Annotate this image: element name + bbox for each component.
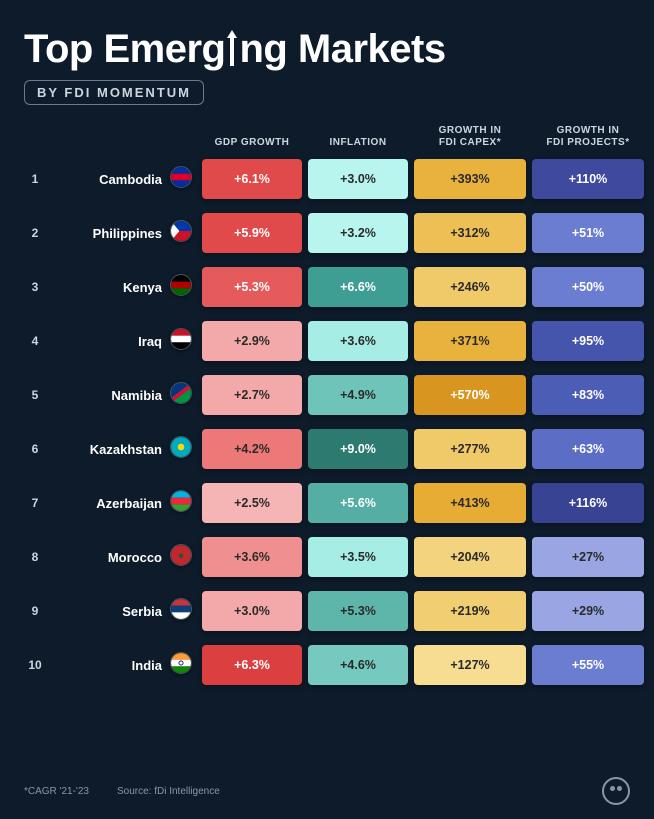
capex-cell: +570% — [414, 375, 526, 415]
inflation-cell: +3.5% — [308, 537, 408, 577]
rank: 2 — [24, 226, 46, 240]
flag-icon — [170, 652, 196, 679]
projects-cell: +63% — [532, 429, 644, 469]
projects-cell: +95% — [532, 321, 644, 361]
capex-cell: +127% — [414, 645, 526, 685]
country-name: Kazakhstan — [52, 442, 164, 457]
flag-icon — [170, 166, 196, 193]
projects-cell: +50% — [532, 267, 644, 307]
col-inflation: INFLATION — [308, 137, 408, 149]
table-row: 4Iraq+2.9%+3.6%+371%+95% — [24, 321, 630, 361]
rank: 5 — [24, 388, 46, 402]
capex-cell: +204% — [414, 537, 526, 577]
country-name: Namibia — [52, 388, 164, 403]
col-gdp: GDP GROWTH — [202, 137, 302, 149]
table-body: 1Cambodia+6.1%+3.0%+393%+110%2Philippine… — [24, 159, 630, 685]
projects-cell: +110% — [532, 159, 644, 199]
gdp-cell: +4.2% — [202, 429, 302, 469]
footer: *CAGR '21-'23 Source: fDi Intelligence — [24, 777, 630, 805]
inflation-cell: +9.0% — [308, 429, 408, 469]
gdp-cell: +5.3% — [202, 267, 302, 307]
gdp-cell: +3.6% — [202, 537, 302, 577]
col-capex: GROWTH IN FDI CAPEX* — [414, 125, 526, 149]
svg-text:★: ★ — [177, 550, 184, 560]
gdp-cell: +2.7% — [202, 375, 302, 415]
inflation-cell: +5.3% — [308, 591, 408, 631]
flag-icon — [170, 220, 196, 247]
flag-icon — [170, 328, 196, 355]
flag-icon: ★ — [170, 544, 196, 571]
gdp-cell: +2.9% — [202, 321, 302, 361]
source: Source: fDi Intelligence — [117, 786, 220, 797]
gdp-cell: +2.5% — [202, 483, 302, 523]
inflation-cell: +6.6% — [308, 267, 408, 307]
capex-cell: +371% — [414, 321, 526, 361]
flag-icon — [170, 436, 196, 463]
rank: 4 — [24, 334, 46, 348]
table-row: 8Morocco★+3.6%+3.5%+204%+27% — [24, 537, 630, 577]
projects-cell: +51% — [532, 213, 644, 253]
column-headers: GDP GROWTH INFLATION GROWTH IN FDI CAPEX… — [24, 125, 630, 149]
projects-cell: +29% — [532, 591, 644, 631]
footnote: *CAGR '21-'23 — [24, 786, 89, 797]
subtitle-pill: BY FDI MOMENTUM — [24, 80, 204, 105]
title-pre: Top Emerg — [24, 27, 225, 71]
table-row: 3Kenya+5.3%+6.6%+246%+50% — [24, 267, 630, 307]
inflation-cell: +3.6% — [308, 321, 408, 361]
capex-cell: +219% — [414, 591, 526, 631]
flag-icon — [170, 598, 196, 625]
inflation-cell: +3.2% — [308, 213, 408, 253]
capex-cell: +312% — [414, 213, 526, 253]
capex-cell: +246% — [414, 267, 526, 307]
table-row: 6Kazakhstan+4.2%+9.0%+277%+63% — [24, 429, 630, 469]
table-row: 10India+6.3%+4.6%+127%+55% — [24, 645, 630, 685]
arrow-i-icon — [225, 28, 239, 70]
rank: 10 — [24, 658, 46, 672]
country-name: India — [52, 658, 164, 673]
country-name: Kenya — [52, 280, 164, 295]
gdp-cell: +6.3% — [202, 645, 302, 685]
projects-cell: +27% — [532, 537, 644, 577]
country-name: Philippines — [52, 226, 164, 241]
inflation-cell: +3.0% — [308, 159, 408, 199]
inflation-cell: +4.6% — [308, 645, 408, 685]
inflation-cell: +5.6% — [308, 483, 408, 523]
projects-cell: +55% — [532, 645, 644, 685]
country-name: Azerbaijan — [52, 496, 164, 511]
table-row: 1Cambodia+6.1%+3.0%+393%+110% — [24, 159, 630, 199]
rank: 8 — [24, 550, 46, 564]
inflation-cell: +4.9% — [308, 375, 408, 415]
flag-icon — [170, 274, 196, 301]
flag-icon — [170, 382, 196, 409]
rank: 1 — [24, 172, 46, 186]
gdp-cell: +5.9% — [202, 213, 302, 253]
title-post: ng Markets — [239, 27, 445, 71]
rank: 6 — [24, 442, 46, 456]
projects-cell: +116% — [532, 483, 644, 523]
table-row: 2Philippines+5.9%+3.2%+312%+51% — [24, 213, 630, 253]
country-name: Serbia — [52, 604, 164, 619]
rank: 9 — [24, 604, 46, 618]
capex-cell: +393% — [414, 159, 526, 199]
capex-cell: +413% — [414, 483, 526, 523]
country-name: Iraq — [52, 334, 164, 349]
rank: 7 — [24, 496, 46, 510]
projects-cell: +83% — [532, 375, 644, 415]
table-row: 5Namibia+2.7%+4.9%+570%+83% — [24, 375, 630, 415]
capex-cell: +277% — [414, 429, 526, 469]
table-row: 7Azerbaijan+2.5%+5.6%+413%+116% — [24, 483, 630, 523]
gdp-cell: +6.1% — [202, 159, 302, 199]
country-name: Cambodia — [52, 172, 164, 187]
page-title: Top Emerg ng Markets — [24, 28, 630, 70]
col-projects: GROWTH IN FDI PROJECTS* — [532, 125, 644, 149]
gdp-cell: +3.0% — [202, 591, 302, 631]
table-row: 9Serbia+3.0%+5.3%+219%+29% — [24, 591, 630, 631]
flag-icon — [170, 490, 196, 517]
country-name: Morocco — [52, 550, 164, 565]
brand-logo-icon — [602, 777, 630, 805]
rank: 3 — [24, 280, 46, 294]
